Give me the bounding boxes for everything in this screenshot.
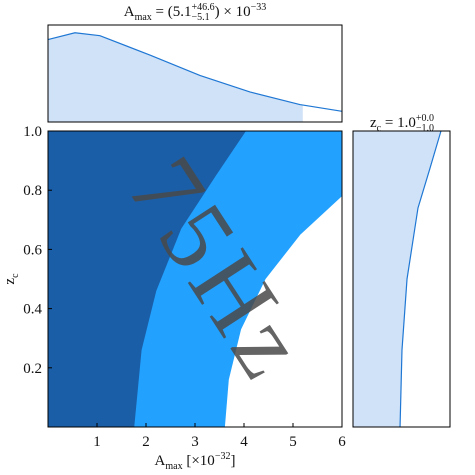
title-part: A (124, 4, 135, 20)
y-axis-label: zc (2, 273, 21, 285)
x-tick-label: 2 (142, 434, 150, 450)
panel-frame (47, 24, 343, 123)
label-part: [×10 (183, 453, 215, 469)
contour-region (48, 131, 246, 427)
x-axis-label: Amax [×10−32] (155, 451, 236, 472)
title-part: = 1.0 (381, 115, 416, 131)
y-tick-label: 0.8 (23, 183, 42, 199)
label-part: −32 (215, 451, 231, 462)
x-tick-label: 5 (289, 434, 297, 450)
top-title: Amax = (5.1+46.6 −5.1 ) × 10−33 (124, 2, 267, 23)
density-line (399, 130, 442, 428)
density-line (47, 32, 343, 112)
title-part: max (135, 12, 152, 23)
right-title: zc = 1.0+0.0 −1.0 (370, 113, 434, 134)
panel-frame (352, 130, 451, 428)
density-fill (48, 32, 303, 123)
title-part: = (5.1 (152, 4, 192, 20)
x-tick-label: 6 (338, 434, 346, 450)
label-part: ] (230, 453, 235, 469)
title-part: +46.6 (192, 2, 215, 13)
right-panel (352, 130, 451, 428)
y-tick-label: 0.6 (23, 242, 42, 258)
label-part: max (165, 461, 182, 472)
title-part: ) × 10 (215, 4, 251, 20)
title-part: −1.0 (416, 123, 434, 134)
title-part: +0.0 (416, 113, 434, 124)
x-tick-label: 3 (191, 434, 199, 450)
title-part: −5.1 (192, 12, 210, 23)
x-tick-label: 1 (93, 434, 101, 450)
y-tick-label: 0.4 (23, 302, 42, 318)
label-part: A (155, 453, 166, 469)
contour-region (224, 196, 342, 427)
label-part: z (2, 278, 18, 285)
top-panel (47, 24, 343, 123)
y-tick-label: 1.0 (23, 124, 42, 140)
y-tick-label: 0.2 (23, 361, 42, 377)
x-tick-label: 4 (240, 434, 248, 450)
title-part: −33 (251, 2, 267, 13)
title-part: z (370, 115, 377, 131)
density-fill (353, 131, 441, 427)
label-part: c (10, 273, 21, 278)
title-part: c (377, 123, 382, 134)
